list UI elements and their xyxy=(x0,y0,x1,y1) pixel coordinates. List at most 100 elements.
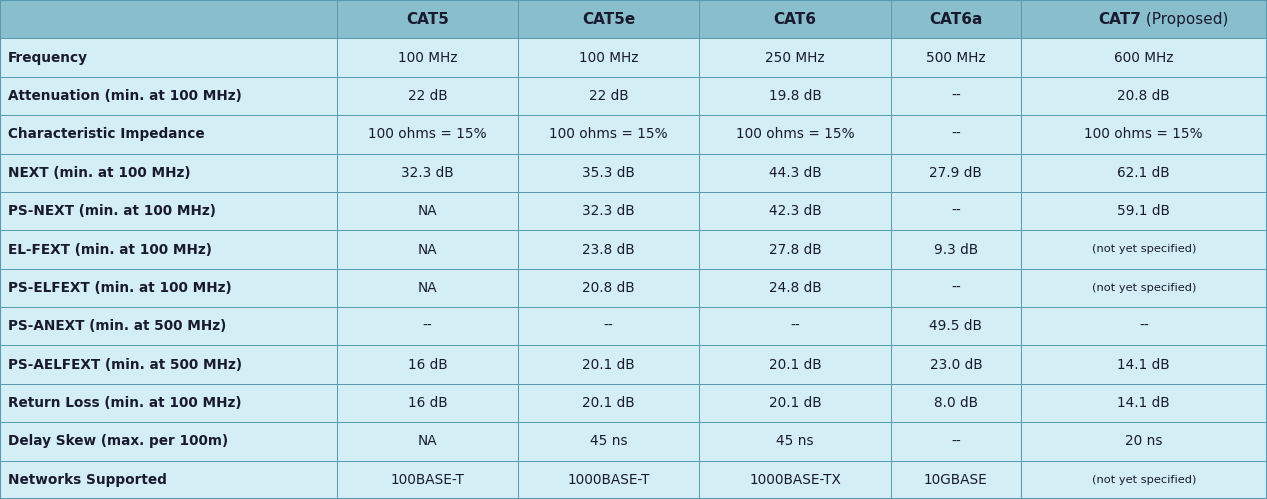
Text: NA: NA xyxy=(418,435,437,449)
Bar xyxy=(891,384,1020,422)
Text: 20.1 dB: 20.1 dB xyxy=(769,358,821,372)
Text: 20.8 dB: 20.8 dB xyxy=(1117,89,1171,103)
Text: 100 ohms = 15%: 100 ohms = 15% xyxy=(549,127,668,141)
Text: 35.3 dB: 35.3 dB xyxy=(582,166,635,180)
Text: 1000BASE-T: 1000BASE-T xyxy=(568,473,650,487)
Text: 32.3 dB: 32.3 dB xyxy=(402,166,454,180)
Bar xyxy=(699,154,891,192)
Bar xyxy=(891,422,1020,461)
Bar xyxy=(891,38,1020,77)
Bar xyxy=(0,0,337,38)
Bar xyxy=(891,268,1020,307)
Bar xyxy=(518,154,699,192)
Bar xyxy=(891,231,1020,268)
Bar xyxy=(0,38,337,77)
Text: 42.3 dB: 42.3 dB xyxy=(769,204,821,218)
Bar xyxy=(1020,268,1267,307)
Bar xyxy=(891,307,1020,345)
Text: PS-ELFEXT (min. at 100 MHz): PS-ELFEXT (min. at 100 MHz) xyxy=(8,281,231,295)
Text: NA: NA xyxy=(418,204,437,218)
Text: --: -- xyxy=(952,435,960,449)
Text: Attenuation (min. at 100 MHz): Attenuation (min. at 100 MHz) xyxy=(8,89,241,103)
Bar xyxy=(337,77,518,115)
Text: 100 MHz: 100 MHz xyxy=(579,50,639,64)
Bar xyxy=(337,268,518,307)
Bar xyxy=(0,154,337,192)
Bar xyxy=(337,192,518,231)
Text: 20.1 dB: 20.1 dB xyxy=(769,396,821,410)
Text: --: -- xyxy=(952,204,960,218)
Text: 59.1 dB: 59.1 dB xyxy=(1117,204,1171,218)
Text: --: -- xyxy=(1139,319,1149,333)
Bar xyxy=(1020,154,1267,192)
Bar xyxy=(0,231,337,268)
Text: 45 ns: 45 ns xyxy=(589,435,627,449)
Bar xyxy=(0,384,337,422)
Text: NEXT (min. at 100 MHz): NEXT (min. at 100 MHz) xyxy=(8,166,190,180)
Bar xyxy=(337,461,518,499)
Bar xyxy=(891,192,1020,231)
Bar xyxy=(699,192,891,231)
Text: 14.1 dB: 14.1 dB xyxy=(1117,358,1171,372)
Bar xyxy=(518,307,699,345)
Text: 20.8 dB: 20.8 dB xyxy=(582,281,635,295)
Bar xyxy=(0,115,337,154)
Bar xyxy=(1020,461,1267,499)
Bar xyxy=(1020,115,1267,154)
Bar xyxy=(1020,77,1267,115)
Bar xyxy=(891,0,1020,38)
Bar xyxy=(518,422,699,461)
Text: 49.5 dB: 49.5 dB xyxy=(930,319,982,333)
Bar xyxy=(1020,307,1267,345)
Text: --: -- xyxy=(952,127,960,141)
Bar xyxy=(699,422,891,461)
Bar xyxy=(699,268,891,307)
Bar xyxy=(1020,345,1267,384)
Text: 23.8 dB: 23.8 dB xyxy=(582,243,635,256)
Text: 23.0 dB: 23.0 dB xyxy=(930,358,982,372)
Text: 22 dB: 22 dB xyxy=(589,89,628,103)
Bar xyxy=(518,0,699,38)
Text: 10GBASE: 10GBASE xyxy=(924,473,988,487)
Bar xyxy=(1020,384,1267,422)
Text: PS-AELFEXT (min. at 500 MHz): PS-AELFEXT (min. at 500 MHz) xyxy=(8,358,242,372)
Text: 1000BASE-TX: 1000BASE-TX xyxy=(749,473,841,487)
Bar xyxy=(337,231,518,268)
Bar xyxy=(337,384,518,422)
Bar xyxy=(0,77,337,115)
Bar xyxy=(699,0,891,38)
Text: (not yet specified): (not yet specified) xyxy=(1092,283,1196,293)
Bar xyxy=(699,345,891,384)
Bar xyxy=(0,268,337,307)
Text: --: -- xyxy=(423,319,432,333)
Text: EL-FEXT (min. at 100 MHz): EL-FEXT (min. at 100 MHz) xyxy=(8,243,212,256)
Text: CAT6: CAT6 xyxy=(774,11,816,26)
Text: 16 dB: 16 dB xyxy=(408,396,447,410)
Text: Characteristic Impedance: Characteristic Impedance xyxy=(8,127,204,141)
Text: 20.1 dB: 20.1 dB xyxy=(582,396,635,410)
Text: 20.1 dB: 20.1 dB xyxy=(582,358,635,372)
Bar xyxy=(891,77,1020,115)
Bar xyxy=(699,231,891,268)
Bar xyxy=(518,384,699,422)
Bar xyxy=(518,268,699,307)
Text: 9.3 dB: 9.3 dB xyxy=(934,243,978,256)
Text: --: -- xyxy=(952,89,960,103)
Text: --: -- xyxy=(791,319,799,333)
Text: 100 ohms = 15%: 100 ohms = 15% xyxy=(1085,127,1204,141)
Text: (Proposed): (Proposed) xyxy=(1142,11,1229,26)
Text: CAT7: CAT7 xyxy=(1098,11,1142,26)
Text: CAT5e: CAT5e xyxy=(582,11,635,26)
Text: 500 MHz: 500 MHz xyxy=(926,50,986,64)
Bar xyxy=(699,384,891,422)
Text: 600 MHz: 600 MHz xyxy=(1114,50,1173,64)
Bar xyxy=(337,307,518,345)
Bar xyxy=(337,0,518,38)
Text: 32.3 dB: 32.3 dB xyxy=(582,204,635,218)
Text: 19.8 dB: 19.8 dB xyxy=(769,89,821,103)
Text: 44.3 dB: 44.3 dB xyxy=(769,166,821,180)
Text: Frequency: Frequency xyxy=(8,50,87,64)
Text: NA: NA xyxy=(418,243,437,256)
Text: PS-NEXT (min. at 100 MHz): PS-NEXT (min. at 100 MHz) xyxy=(8,204,215,218)
Text: (not yet specified): (not yet specified) xyxy=(1092,245,1196,254)
